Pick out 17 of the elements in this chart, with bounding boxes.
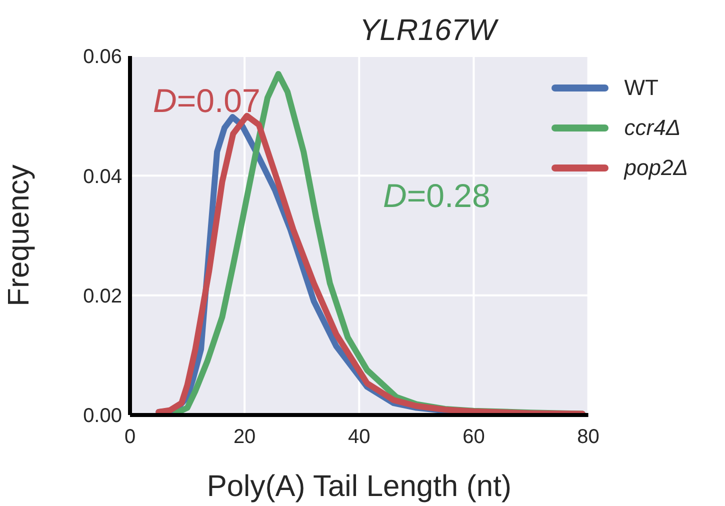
x-tick-label: 80 [577,426,600,448]
legend-label: pop2Δ [624,155,688,181]
annotation: D=0.07 [153,82,260,120]
y-tick-label: 0.06 [83,46,122,68]
annotation: D=0.28 [383,177,490,215]
x-tick-label: 20 [233,426,256,448]
x-tick-label: 0 [124,426,136,448]
y-tick-label: 0.04 [83,166,122,188]
legend-label: WT [624,75,658,101]
chart-title: YLR167W [358,14,500,48]
y-tick-label: 0.00 [83,405,122,428]
x-axis-title: Poly(A) Tail Length (nt) [206,470,512,503]
legend-label: ccr4Δ [624,115,681,141]
x-tick-label: 60 [462,426,485,448]
y-tick-label: 0.02 [83,285,122,308]
x-tick-label: 40 [348,426,370,448]
y-axis-title: Frequency [2,164,36,306]
